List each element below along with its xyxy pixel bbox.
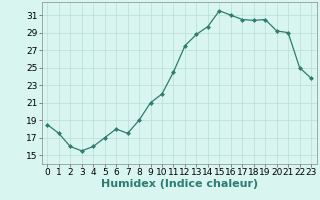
X-axis label: Humidex (Indice chaleur): Humidex (Indice chaleur) [100,179,258,189]
